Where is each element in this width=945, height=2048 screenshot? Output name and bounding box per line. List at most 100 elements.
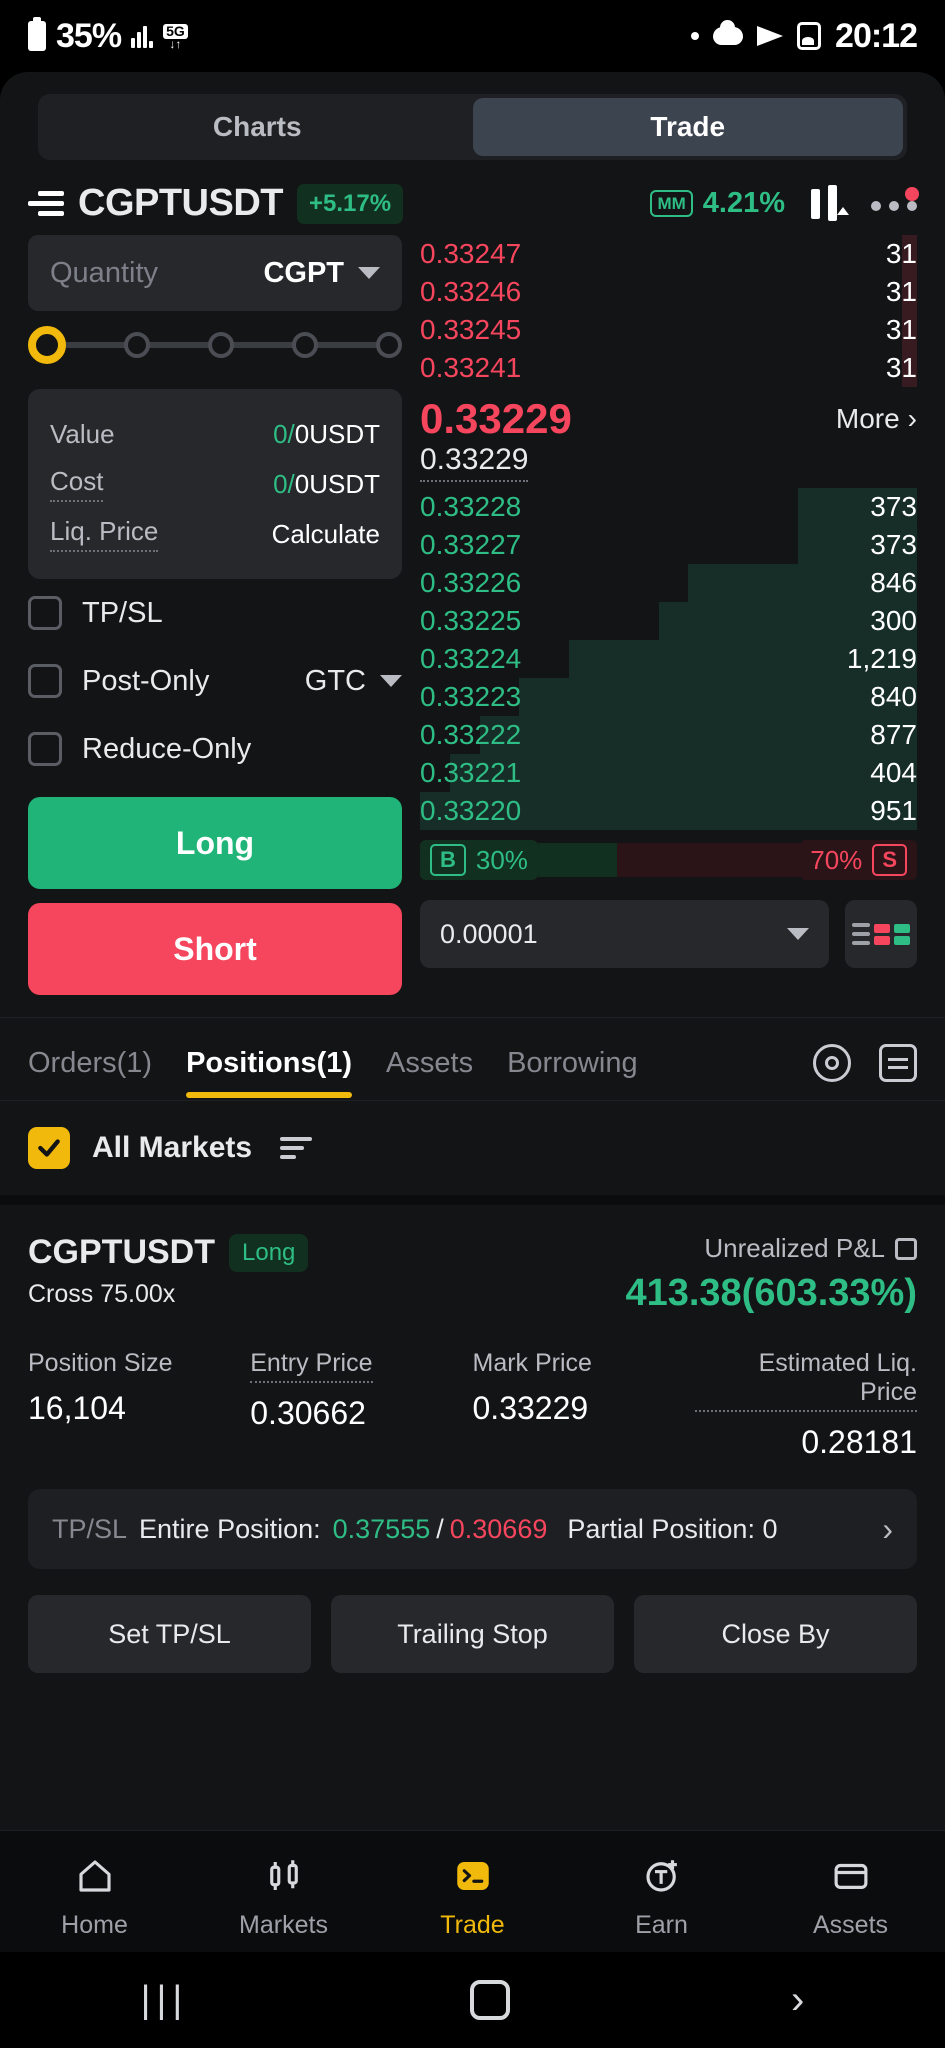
position-action-button[interactable]: Set TP/SL — [28, 1595, 311, 1673]
slider-node-3[interactable] — [292, 332, 318, 358]
chevron-right-icon[interactable]: › — [882, 1510, 893, 1547]
position-metric: Mark Price 0.33229 — [473, 1349, 695, 1461]
nav-earn[interactable]: Earn — [567, 1853, 756, 1940]
depth-bar — [479, 716, 917, 755]
earn-icon — [641, 1853, 683, 1899]
pair-change-badge: +5.17% — [297, 183, 404, 224]
bid-row[interactable]: 0.33226 846 — [420, 564, 917, 603]
quantity: 951 — [870, 795, 917, 827]
price: 0.33220 — [420, 795, 522, 827]
bid-row[interactable]: 0.33228 373 — [420, 488, 917, 527]
reduceonly-checkbox[interactable] — [28, 732, 62, 766]
time-in-force-select[interactable]: GTC — [305, 665, 402, 698]
postonly-checkbox-row[interactable]: Post-Only GTC — [28, 647, 402, 715]
bid-row[interactable]: 0.33227 373 — [420, 526, 917, 565]
list-view-icon[interactable] — [879, 1044, 917, 1082]
trade-panel: Quantity CGPT Value — [0, 235, 945, 995]
ask-row[interactable]: 0.33247 31 — [420, 235, 917, 273]
pair-list-icon[interactable] — [28, 191, 64, 216]
quantity-slider[interactable] — [28, 317, 402, 373]
ask-row[interactable]: 0.33241 31 — [420, 349, 917, 387]
depth-view-button[interactable] — [845, 900, 917, 969]
nav-markets[interactable]: Markets — [189, 1853, 378, 1940]
ask-row[interactable]: 0.33245 31 — [420, 311, 917, 349]
calculate-link[interactable]: Calculate — [271, 518, 380, 549]
metric-value: 0.33229 — [472, 1390, 589, 1426]
orderbook-controls: 0.00001 — [420, 900, 917, 969]
slider-node-1[interactable] — [124, 332, 150, 358]
bid-row[interactable]: 0.33221 404 — [420, 754, 917, 793]
recents-button[interactable]: ||| — [140, 1978, 189, 2021]
tpsl-checkbox[interactable] — [28, 596, 62, 630]
short-button[interactable]: Short — [28, 903, 402, 995]
more-link[interactable]: More › — [835, 403, 917, 434]
back-button[interactable]: › — [790, 1977, 805, 2022]
liq-price-label[interactable]: Liq. Price — [50, 516, 159, 552]
chevron-down-icon[interactable] — [787, 928, 809, 941]
tab-trade[interactable]: Trade — [472, 98, 903, 156]
bid-row[interactable]: 0.33222 877 — [420, 716, 917, 755]
nav-trade[interactable]: Trade — [378, 1853, 567, 1940]
quantity-input[interactable]: Quantity CGPT — [28, 235, 402, 311]
tab-positions[interactable]: Positions(1) — [186, 1047, 352, 1098]
position-tpsl-row[interactable]: TP/SL Entire Position: 0.37555 / 0.30669… — [28, 1489, 917, 1569]
nav-home[interactable]: Home — [0, 1853, 189, 1940]
view-segmented-control[interactable]: Charts Trade — [38, 94, 907, 160]
reduceonly-checkbox-row[interactable]: Reduce-Only — [28, 715, 402, 783]
depth-bar — [519, 678, 917, 717]
sort-icon[interactable] — [280, 1137, 313, 1159]
ratio-bar — [537, 843, 801, 878]
all-markets-checkbox[interactable] — [28, 1127, 70, 1169]
depth-bar — [902, 235, 917, 273]
nav-assets[interactable]: Assets — [756, 1853, 945, 1940]
price: 0.33247 — [420, 238, 522, 269]
tab-assets[interactable]: Assets — [386, 1046, 474, 1079]
chevron-down-icon[interactable] — [380, 675, 402, 687]
position-action-button[interactable]: Close By — [634, 1595, 917, 1673]
slider-node-2[interactable] — [208, 332, 234, 358]
long-button[interactable]: Long — [28, 797, 402, 889]
buy-percent: 30% — [475, 844, 528, 875]
home-button[interactable] — [469, 1980, 510, 2020]
position-metrics: Position Size 16,104 Entry Price 0.30662 Mar… — [28, 1349, 917, 1461]
tpsl-checkbox-row[interactable]: TP/SL — [28, 579, 402, 647]
metric-label[interactable]: Entry Price — [250, 1349, 373, 1383]
tick-size-select[interactable]: 0.00001 — [420, 900, 829, 969]
chevron-down-icon[interactable] — [358, 267, 380, 279]
more-options-icon[interactable] — [871, 186, 919, 211]
tab-charts[interactable]: Charts — [212, 111, 302, 142]
tab-orders[interactable]: Orders(1) — [28, 1046, 153, 1079]
order-book-bids: 0.33228 373 0.33227 373 0.33226 846 0.33225 300… — [420, 488, 917, 831]
depth-lines-icon — [852, 923, 870, 946]
section-tabs: Orders(1) Positions(1) Assets Borrowing — [0, 1017, 945, 1100]
bid-row[interactable]: 0.33223 840 — [420, 678, 917, 717]
value-label: Value — [50, 418, 115, 449]
bid-row[interactable]: 0.33225 300 — [420, 602, 917, 641]
postonly-checkbox[interactable] — [28, 664, 62, 698]
candlestick-icon[interactable] — [807, 184, 849, 223]
battery-icon — [28, 17, 46, 51]
bid-row[interactable]: 0.33220 951 — [420, 792, 917, 831]
position-action-button[interactable]: Trailing Stop — [331, 1595, 614, 1673]
pair-header: CGPTUSDT +5.17% MM 4.21% — [0, 160, 945, 235]
mm-value: 4.21% — [702, 187, 785, 219]
depth-green-icon — [894, 923, 910, 945]
tab-borrowing[interactable]: Borrowing — [507, 1046, 638, 1079]
metric-label[interactable]: Estimated Liq. Price — [694, 1349, 917, 1412]
buy-ratio: B 30% — [420, 840, 538, 881]
buy-sell-ratio: B 30% 70% S — [420, 838, 917, 882]
cost-label[interactable]: Cost — [50, 466, 104, 502]
slider-node-0[interactable] — [28, 326, 66, 364]
ask-row[interactable]: 0.33246 31 — [420, 273, 917, 311]
mark-price-inline[interactable]: 0.33229 — [420, 443, 529, 483]
depth-bar — [420, 792, 917, 831]
depth-bar — [797, 488, 917, 527]
pair-symbol[interactable]: CGPTUSDT — [78, 182, 284, 224]
last-price: 0.33229 — [420, 395, 572, 442]
bid-row[interactable]: 0.33224 1,219 — [420, 640, 917, 679]
position-metric: Position Size 16,104 — [28, 1349, 250, 1461]
external-link-icon[interactable] — [895, 1237, 917, 1260]
target-icon[interactable] — [813, 1044, 851, 1082]
slider-node-4[interactable] — [376, 332, 402, 358]
order-summary-card: Value 0/0USDT Cost 0/0USDT Liq. Price Ca… — [28, 389, 402, 579]
